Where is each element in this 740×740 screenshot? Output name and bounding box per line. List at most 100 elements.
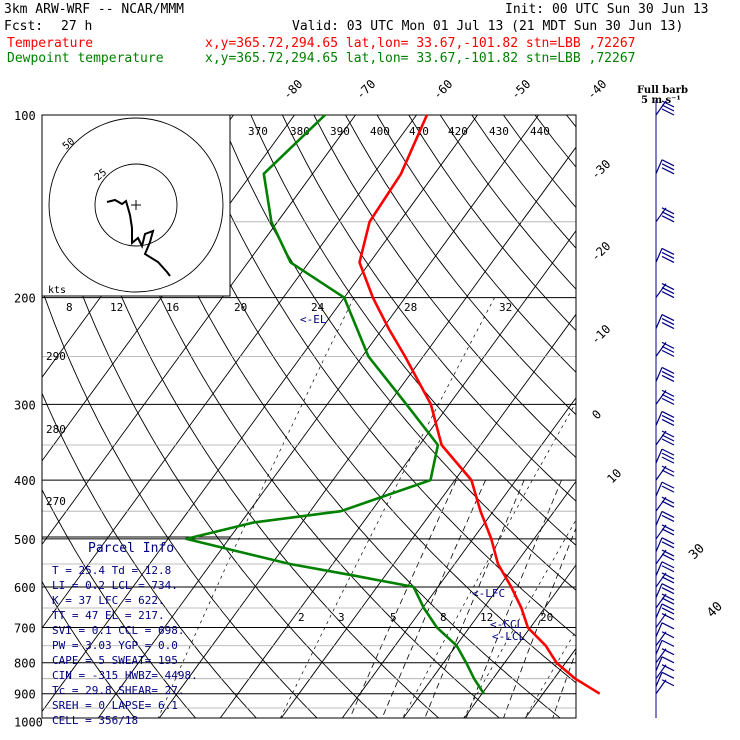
wind-barb-staff bbox=[655, 648, 667, 664]
wind-barb bbox=[655, 448, 675, 464]
wind-barb-flag bbox=[661, 631, 675, 639]
wind-barb-flag bbox=[661, 593, 675, 601]
wind-barb-staff bbox=[655, 481, 663, 497]
theta-label: 430 bbox=[489, 125, 509, 138]
wind-barb-staff bbox=[655, 100, 667, 116]
wind-barb-staff bbox=[655, 430, 667, 446]
mixing-ratio-label: 20 bbox=[234, 301, 247, 314]
wind-barb-flag bbox=[661, 524, 675, 532]
wind-barb-flag bbox=[661, 514, 675, 522]
wind-barb bbox=[655, 207, 675, 223]
level-marker: <-EL bbox=[300, 313, 327, 326]
wind-barb-flag bbox=[661, 549, 675, 557]
wind-barb bbox=[655, 537, 675, 553]
wind-barb-flag bbox=[661, 410, 675, 418]
parcel-row: K = 37 LFC = 622. bbox=[52, 594, 165, 607]
pressure-label: 1000 bbox=[14, 716, 43, 730]
parcel-row: CAPE = 5 SWEAT= 195 bbox=[52, 654, 178, 667]
init-time: Init: 00 UTC Sun 30 Jun 13 bbox=[505, 2, 709, 17]
wind-barb-flag bbox=[661, 679, 675, 687]
mixing-ratio-label: 32 bbox=[499, 301, 512, 314]
wind-barb-flag bbox=[661, 370, 675, 378]
mixing-ratio-line bbox=[381, 479, 486, 718]
mixing-ratio-label: 5 bbox=[390, 611, 397, 624]
wind-barb-flag bbox=[661, 671, 675, 679]
mixing-ratio-label: 2 bbox=[298, 611, 305, 624]
wind-barb-flag bbox=[661, 104, 675, 112]
pressure-label: 300 bbox=[14, 398, 36, 412]
wind-barb bbox=[655, 247, 675, 263]
wind-barb-flag bbox=[661, 583, 675, 591]
wind-barb bbox=[655, 572, 675, 588]
wind-barb-flag bbox=[661, 622, 675, 630]
hodograph-ring bbox=[48, 117, 224, 293]
wind-barb-flag bbox=[661, 255, 675, 263]
isotherm-label: -80 bbox=[280, 77, 305, 102]
parcel-row: CIN = -315 HWBZ= 4498. bbox=[52, 669, 198, 682]
wind-barb-flag bbox=[661, 656, 675, 664]
mixing-ratio-label: 8 bbox=[66, 301, 73, 314]
skewt-grid bbox=[41, 100, 740, 719]
mixing-ratio-label: 12 bbox=[480, 611, 493, 624]
wedge-area bbox=[576, 542, 740, 718]
wind-barb-flag bbox=[661, 510, 675, 518]
wind-barb-flag bbox=[661, 251, 675, 259]
wind-barb-flag bbox=[661, 561, 675, 569]
wind-barb-flag bbox=[661, 452, 675, 460]
theta-label: 290 bbox=[46, 350, 66, 363]
barb-legend-line2: 5 m s⁻¹ bbox=[641, 95, 681, 106]
wind-barb bbox=[655, 622, 675, 638]
moist-adiabat-line bbox=[524, 629, 576, 718]
parcel-row: SVI = 0.1 CCL = 698. bbox=[52, 624, 184, 637]
mixing-ratio-label: 12 bbox=[110, 301, 123, 314]
wind-barb-flag bbox=[661, 434, 675, 442]
wind-barb-flag bbox=[661, 430, 675, 438]
wind-barb-staff bbox=[655, 342, 667, 357]
wind-barb-staff bbox=[655, 640, 663, 655]
isotherm-label: -30 bbox=[588, 157, 613, 182]
wind-barb-flag bbox=[661, 163, 675, 171]
theta-label: 440 bbox=[530, 125, 550, 138]
hodograph-ring bbox=[94, 163, 178, 247]
wind-barb-flag bbox=[661, 349, 675, 357]
level-marker: <-CCL bbox=[490, 618, 523, 631]
parcel-info-title: Parcel Info bbox=[88, 541, 174, 556]
theta-label: 420 bbox=[448, 125, 468, 138]
mixing-ratio-label: 16 bbox=[166, 301, 179, 314]
parcel-row: T = 25.4 Td = 12.8 bbox=[52, 564, 171, 577]
wind-barb-flag bbox=[661, 576, 675, 584]
wind-barb-flag bbox=[661, 465, 675, 473]
wind-barb-flag bbox=[661, 100, 675, 108]
pressure-label: 700 bbox=[14, 622, 36, 636]
wind-barb bbox=[655, 481, 675, 497]
wind-barb-flag bbox=[661, 414, 675, 422]
wind-barb-flag bbox=[661, 215, 675, 223]
dew-legend-name: Dewpoint temperature bbox=[7, 51, 164, 66]
wind-barb-staff bbox=[655, 465, 667, 481]
diagram-frame bbox=[41, 114, 577, 719]
pressure-label: 100 bbox=[14, 109, 36, 123]
wind-barb-flag bbox=[661, 159, 675, 167]
wind-barb-staff bbox=[655, 248, 663, 263]
wind-barb bbox=[655, 100, 675, 116]
wind-barb-staff bbox=[655, 631, 667, 647]
isotherm-label: -40 bbox=[584, 77, 609, 102]
dewpoint-line bbox=[185, 114, 485, 695]
mixing-ratio-label: 28 bbox=[404, 301, 417, 314]
temp-legend-name: Temperature bbox=[7, 36, 93, 51]
theta-label: 370 bbox=[248, 125, 268, 138]
theta-label: 400 bbox=[370, 125, 390, 138]
wind-barb-flag bbox=[661, 572, 675, 580]
wind-barb bbox=[655, 524, 675, 540]
wind-barb bbox=[655, 583, 675, 598]
mixing-ratio-line bbox=[349, 479, 457, 718]
wind-barb bbox=[655, 631, 675, 647]
pressure-label: 200 bbox=[14, 292, 36, 306]
wind-barb-flag bbox=[661, 613, 675, 621]
wind-barb-staff bbox=[655, 390, 667, 405]
wind-barb bbox=[655, 639, 675, 655]
wind-barb bbox=[655, 613, 675, 628]
wind-barb-flag bbox=[661, 603, 675, 611]
